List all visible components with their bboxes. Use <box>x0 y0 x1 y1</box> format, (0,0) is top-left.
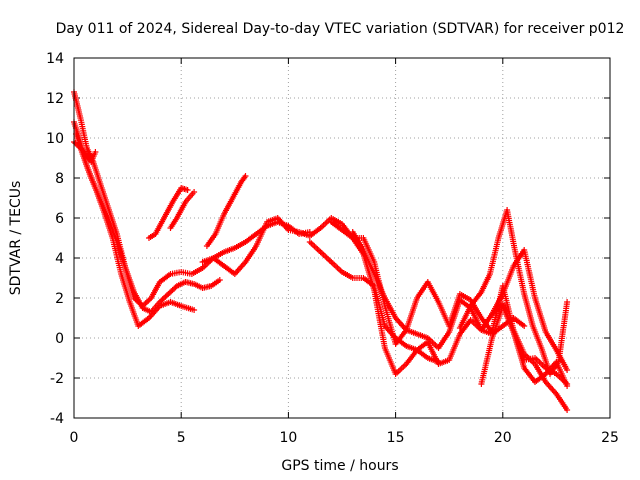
data-points-1 <box>71 89 313 309</box>
x-tick-label: 15 <box>387 430 405 446</box>
data-points-5 <box>146 185 191 241</box>
data-points-14 <box>489 247 571 373</box>
data-points-13 <box>478 303 571 389</box>
data-series-1 <box>71 89 313 309</box>
y-tick-labels: -4 -2 0 2 4 6 8 10 12 14 <box>46 51 64 427</box>
y-tick-label: 8 <box>55 171 64 187</box>
y-tick-label: 4 <box>55 251 64 267</box>
x-tick-labels: 0 5 10 15 20 25 <box>70 430 619 446</box>
data-series-13 <box>478 303 571 389</box>
data-series-12 <box>456 207 571 377</box>
grid <box>74 58 610 418</box>
y-tick-label: -2 <box>50 371 64 387</box>
x-tick-label: 0 <box>70 430 79 446</box>
y-tick-label: -4 <box>50 411 64 427</box>
y-tick-label: 0 <box>55 331 64 347</box>
data-points-3 <box>73 131 223 315</box>
data-series-9 <box>306 239 442 365</box>
y-tick-label: 14 <box>46 51 64 67</box>
data-points-7 <box>203 173 249 249</box>
y-tick-label: 10 <box>46 131 64 147</box>
y-tick-label: 12 <box>46 91 64 107</box>
chart-title: Day 011 of 2024, Sidereal Day-to-day VTE… <box>56 21 625 37</box>
x-tick-label: 25 <box>601 430 619 446</box>
x-tick-label: 20 <box>494 430 512 446</box>
data-series-5 <box>146 185 191 241</box>
y-tick-label: 6 <box>55 211 64 227</box>
data-series-3 <box>73 131 223 315</box>
plot-data <box>71 89 571 413</box>
x-tick-label: 5 <box>177 430 186 446</box>
data-points-12 <box>456 207 571 377</box>
plot-border <box>73 57 611 419</box>
y-axis-label: SDTVAR / TECUs <box>8 181 24 296</box>
data-series-7 <box>203 173 249 249</box>
data-points-9 <box>306 239 442 365</box>
data-series-14 <box>489 247 571 373</box>
x-tick-label: 10 <box>279 430 297 446</box>
data-series-6 <box>167 189 198 231</box>
y-tick-label: 2 <box>55 291 64 307</box>
data-points-6 <box>167 189 198 231</box>
x-axis-label: GPS time / hours <box>281 458 398 474</box>
